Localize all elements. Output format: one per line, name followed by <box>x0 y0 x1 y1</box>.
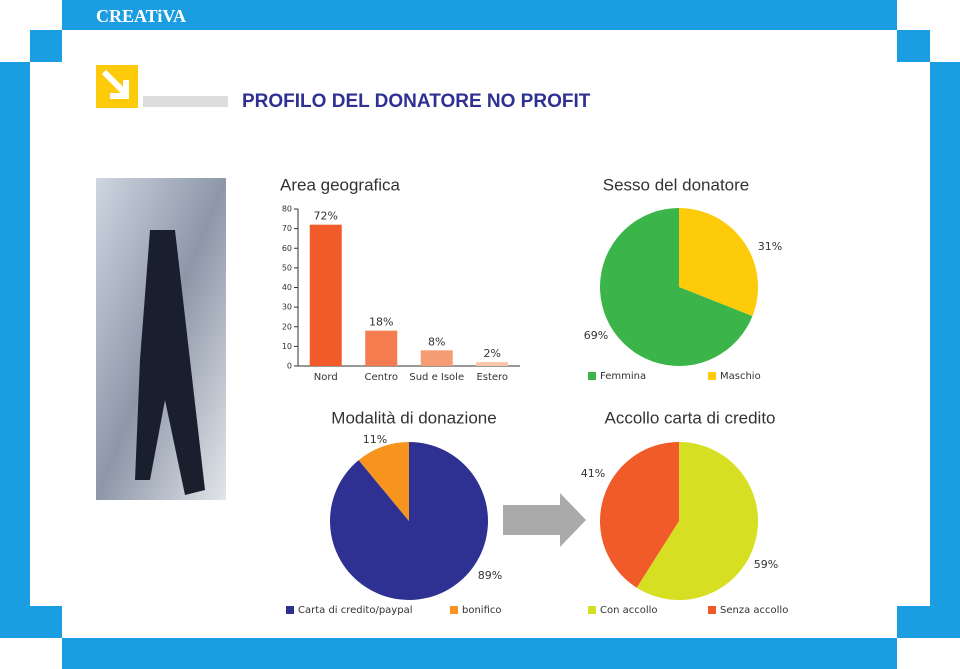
bar <box>476 362 509 366</box>
legend-label: Maschio <box>720 371 761 382</box>
photo-figure <box>135 230 205 495</box>
legend-swatch <box>708 606 716 614</box>
y-tick-label: 20 <box>282 322 292 331</box>
x-tick-label: Centro <box>365 372 398 383</box>
value-label: 18% <box>369 316 393 329</box>
pie-slice <box>599 442 679 588</box>
value-label: 11% <box>363 433 387 446</box>
y-tick-label: 80 <box>282 205 292 214</box>
x-tick-label: Sud e Isole <box>409 372 464 383</box>
bar <box>420 350 453 366</box>
legend-swatch <box>708 372 716 380</box>
value-label: 2% <box>484 347 501 360</box>
y-tick-label: 10 <box>282 342 292 351</box>
value-label: 89% <box>478 569 502 582</box>
pie-slice <box>679 208 759 317</box>
value-label: 41% <box>581 467 605 480</box>
legend-label: bonifico <box>462 605 502 616</box>
value-label: 69% <box>584 329 608 342</box>
bar <box>365 330 398 366</box>
icon-arrow <box>101 69 129 99</box>
y-tick-label: 50 <box>282 263 292 272</box>
stripe <box>143 96 228 107</box>
legend-label: Femmina <box>600 371 646 382</box>
legend-swatch <box>450 606 458 614</box>
chart-title: Accollo carta di credito <box>604 408 775 427</box>
legend-label: Carta di credito/paypal <box>298 605 412 616</box>
value-label: 31% <box>758 240 782 253</box>
pie-slice <box>358 442 409 521</box>
y-tick-label: 70 <box>282 224 292 233</box>
y-tick-label: 40 <box>282 283 292 292</box>
x-tick-label: Nord <box>314 372 338 383</box>
legend-label: Con accollo <box>600 605 658 616</box>
chart-title: Area geografica <box>280 175 401 194</box>
bar <box>309 224 342 366</box>
arrow <box>503 493 586 547</box>
x-tick-label: Estero <box>476 372 508 383</box>
value-label: 72% <box>314 210 338 223</box>
y-tick-label: 60 <box>282 244 292 253</box>
value-label: 59% <box>754 558 778 571</box>
pie-slice <box>330 442 489 601</box>
brand: CREATiVA <box>96 6 186 26</box>
value-label: 8% <box>428 335 445 348</box>
pie-slice <box>636 442 758 600</box>
y-tick-label: 0 <box>287 362 292 371</box>
pie-slice <box>600 208 753 366</box>
legend-swatch <box>588 372 596 380</box>
chart-title: Modalità di donazione <box>331 408 496 427</box>
chart-title: Sesso del donatore <box>603 175 750 194</box>
y-tick-label: 30 <box>282 303 292 312</box>
page-title: PROFILO DEL DONATORE NO PROFIT <box>242 91 591 112</box>
legend-swatch <box>588 606 596 614</box>
legend-label: Senza accollo <box>720 605 788 616</box>
legend-swatch <box>286 606 294 614</box>
